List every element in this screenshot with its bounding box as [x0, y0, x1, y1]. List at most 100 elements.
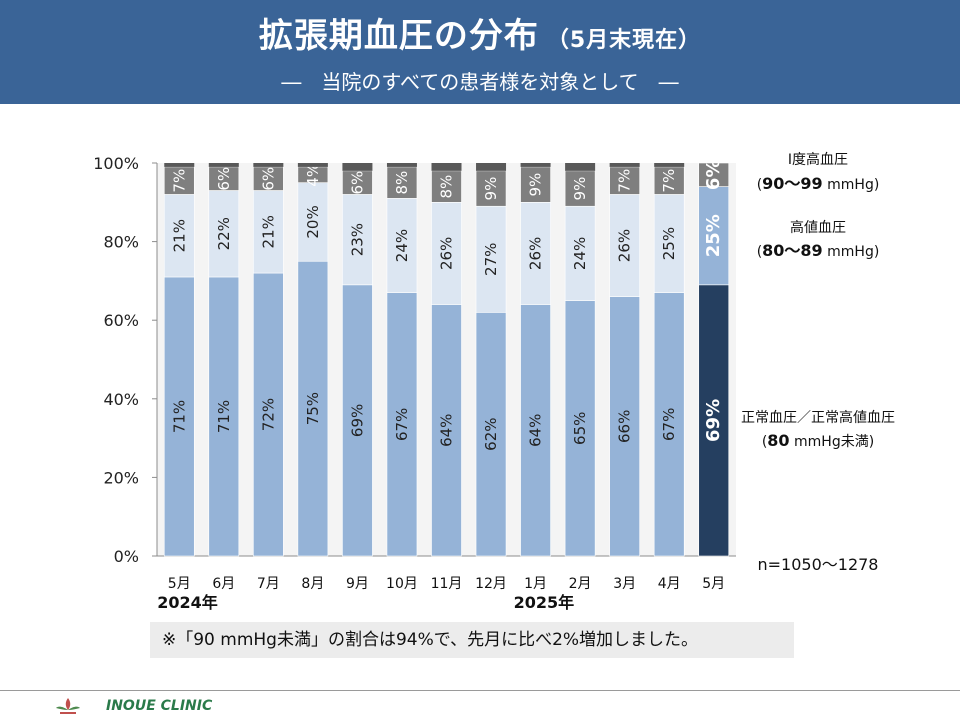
- bar-data-label: 20%: [304, 205, 322, 238]
- bar-cap: [520, 163, 551, 167]
- bar-data-label: 75%: [304, 392, 322, 425]
- bar-data-label: 4%: [304, 163, 322, 187]
- bar-data-label: 9%: [571, 177, 589, 201]
- title-main: 拡張期血圧の分布: [258, 16, 539, 56]
- bar-data-label: 21%: [259, 215, 277, 248]
- y-tick-label: 0%: [114, 547, 139, 566]
- clinic-logo-icon: [56, 698, 80, 714]
- bar-data-label: 26%: [616, 229, 634, 262]
- bar-cap: [476, 163, 507, 171]
- bar-data-label: 71%: [170, 400, 188, 433]
- y-tick-label: 40%: [103, 390, 139, 409]
- bar-cap: [609, 163, 640, 167]
- bar-data-label: 22%: [215, 217, 233, 250]
- x-tick-label: 7月: [257, 576, 280, 592]
- bar-segment-normal: [609, 296, 640, 557]
- x-tick-label: 9月: [346, 576, 369, 592]
- legend-range-grade1: (90～99 mmHg): [757, 174, 880, 193]
- bar-data-label: 26%: [438, 237, 456, 270]
- bar-segment-high_normal: [297, 182, 329, 262]
- bar-segment-grade1: [163, 166, 195, 195]
- bar-segment-grade1: [520, 166, 551, 203]
- legend-label-normal: 正常血圧／正常高値血圧: [741, 409, 895, 426]
- bar-data-label: 8%: [393, 171, 411, 195]
- bar-segment-normal: [297, 260, 329, 557]
- bar-data-label: 69%: [348, 404, 366, 437]
- x-tick-label: 8月: [301, 576, 324, 592]
- bar-segment-high_normal: [253, 190, 284, 274]
- bar-segment-normal: [163, 276, 195, 557]
- bar-segment-high_normal: [342, 194, 373, 286]
- bar-segment-high_normal: [475, 205, 507, 313]
- bar-data-label: 64%: [438, 414, 456, 447]
- bar-data-label: 21%: [170, 219, 188, 252]
- bar-data-label: 7%: [616, 169, 634, 193]
- bar-segment-normal: [475, 312, 507, 557]
- bar-segment-grade1: [431, 170, 462, 203]
- x-tick-label: 6月: [212, 576, 235, 592]
- title-sub: （5月末現在）: [546, 28, 702, 53]
- bar-data-label: 62%: [482, 417, 500, 450]
- bar-segment-normal: [431, 304, 462, 557]
- bar-cap: [565, 163, 596, 171]
- y-tick-label: 60%: [103, 311, 139, 330]
- bar-cap: [431, 163, 462, 171]
- bar-data-label: 23%: [348, 223, 366, 256]
- bar-segment-high_normal: [386, 198, 418, 293]
- bar-data-label: 6%: [259, 167, 277, 191]
- bar-segment-normal: [698, 284, 730, 557]
- bar-segment-high_normal: [208, 190, 240, 278]
- bar-data-label: 64%: [527, 414, 545, 447]
- bar-data-label: 8%: [438, 175, 456, 199]
- bar-cap: [164, 163, 195, 167]
- bar-cap: [208, 163, 239, 167]
- bar-cap: [386, 163, 417, 167]
- bar-data-label: 27%: [482, 243, 500, 276]
- legend-range-high_normal: (80～89 mmHg): [757, 241, 880, 260]
- x-tick-label: 5月: [168, 576, 191, 592]
- bar-segment-grade1: [698, 162, 730, 187]
- bar-data-label: 67%: [393, 408, 411, 441]
- y-tick-label: 20%: [103, 468, 139, 487]
- bar-segment-high_normal: [163, 194, 195, 278]
- page-title: 拡張期血圧の分布 （5月末現在）: [0, 8, 960, 57]
- bar-segment-grade1: [609, 166, 640, 195]
- bar-data-label: 71%: [215, 400, 233, 433]
- bar-segment-normal: [386, 292, 418, 557]
- bar-data-label: 6%: [215, 167, 233, 191]
- y-tick-label: 80%: [103, 233, 139, 252]
- bar-data-label: 9%: [527, 173, 545, 197]
- bar-data-label: 7%: [170, 169, 188, 193]
- legend-label-grade1: Ⅰ度高血圧: [788, 151, 848, 168]
- legend-range-normal: (80 mmHg未満): [762, 431, 874, 450]
- x-tick-label: 2月: [569, 576, 592, 592]
- clinic-name: INOUE CLINIC: [106, 698, 213, 714]
- bar-data-label: 65%: [571, 412, 589, 445]
- footer-divider: [0, 690, 960, 691]
- bar-segment-normal: [653, 292, 685, 557]
- bar-data-label: 6%: [348, 171, 366, 195]
- bar-data-label: 7%: [660, 169, 678, 193]
- bar-segment-high_normal: [698, 186, 730, 286]
- legend-label-high_normal: 高値血圧: [790, 219, 846, 236]
- bar-data-label: 24%: [393, 229, 411, 262]
- x-tick-label: 3月: [613, 576, 636, 592]
- bar-data-label: 67%: [660, 408, 678, 441]
- title-banner: 拡張期血圧の分布 （5月末現在） ― 当院のすべての患者様を対象として ―: [0, 0, 960, 104]
- bar-segment-normal: [208, 276, 240, 557]
- x-tick-label: 11月: [431, 576, 463, 592]
- sample-size-label: n=1050～1278: [758, 555, 879, 574]
- stacked-bar-chart: 0% 20% 40% 60% 80% 100% 71% 21% 7% 5月 71% 22% 6% 6月 72…: [93, 151, 895, 612]
- bar-data-label: 66%: [616, 410, 634, 443]
- bar-data-label: 24%: [571, 237, 589, 270]
- footnote: ※「90 mmHg未満」の割合は94%で、先月に比べ2%増加しました。: [150, 622, 794, 658]
- bar-data-label: 25%: [703, 214, 724, 257]
- bar-data-label: 6%: [703, 160, 724, 191]
- bar-segment-normal: [342, 284, 373, 557]
- bar-segment-high_normal: [609, 194, 640, 297]
- year-label: 2025年: [514, 593, 575, 612]
- x-tick-label: 1月: [524, 576, 547, 592]
- x-tick-label: 4月: [658, 576, 681, 592]
- bar-segment-normal: [520, 304, 551, 557]
- bar-segment-normal: [253, 272, 284, 557]
